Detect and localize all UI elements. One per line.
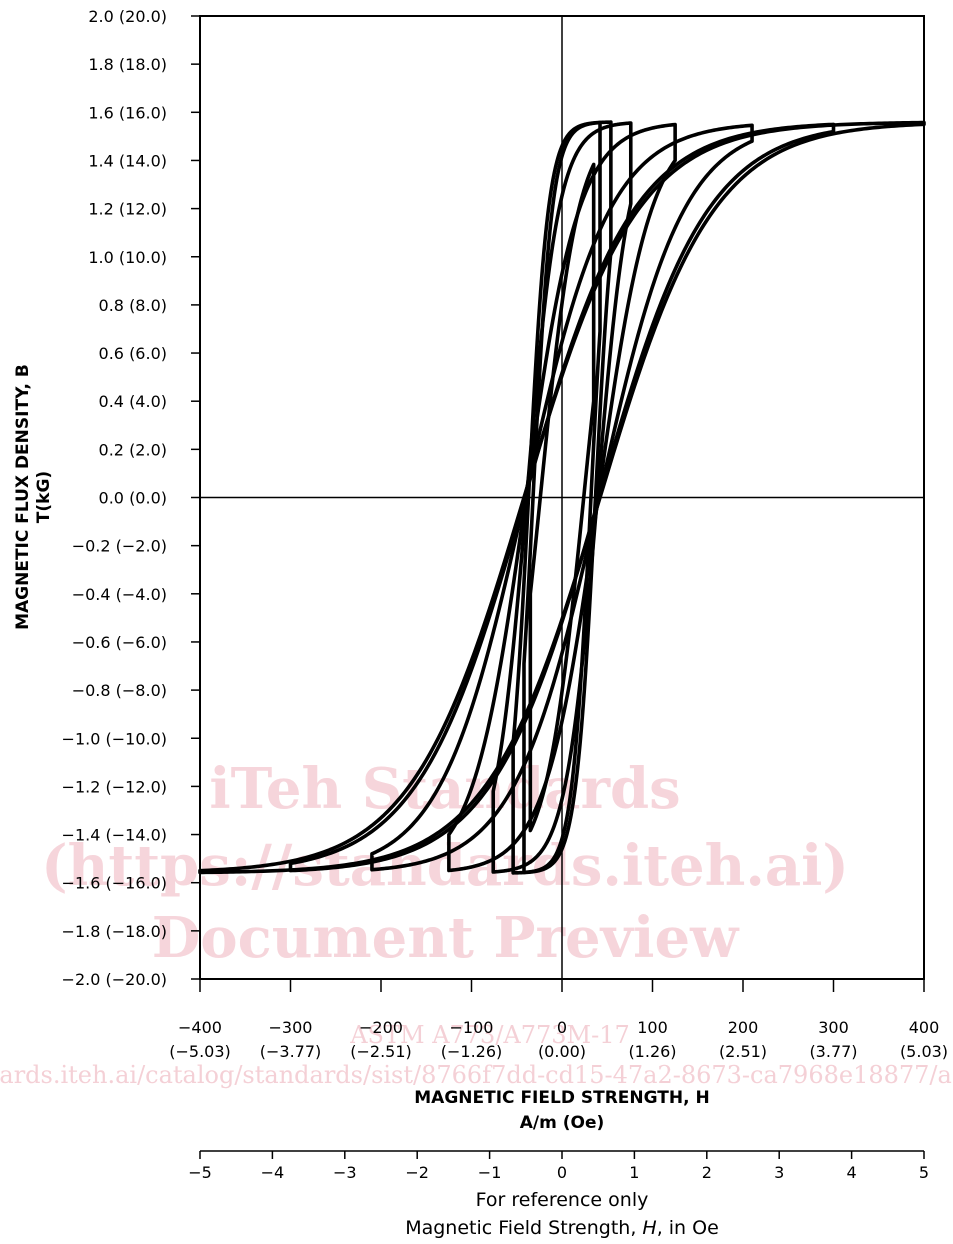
oe-tick-label: −1: [478, 1163, 502, 1182]
oe-tick-label: 5: [919, 1163, 929, 1182]
oe-tick-label: −2: [405, 1163, 429, 1182]
y-tick-label: 1.8 (18.0): [88, 55, 167, 74]
oe-axis-label-2: Magnetic Field Strength, H, in Oe: [405, 1217, 719, 1239]
x-tick-sublabel: (−5.03): [169, 1042, 231, 1061]
y-axis-unit: T(kG): [34, 471, 54, 523]
y-tick-label: −1.8 (−18.0): [62, 922, 167, 941]
y-tick-label: 2.0 (20.0): [88, 7, 167, 26]
y-tick-label: 0.2 (2.0): [99, 440, 167, 459]
x-tick-sublabel: (0.00): [538, 1042, 586, 1061]
x-tick-sublabel: (−1.26): [441, 1042, 503, 1061]
x-tick-sublabel: (3.77): [809, 1042, 857, 1061]
hysteresis-loop-6: [370, 123, 754, 872]
x-tick-label: 0: [557, 1018, 567, 1037]
x-axis-ticks: −400 (−5.03) −300 (−3.77) −200 (−2.51) −100 (−1…: [169, 979, 948, 1061]
reference-oe-axis: −5 −4 −3 −2 −1 0 1 2 3 4 5: [188, 1150, 929, 1182]
hysteresis-loop-5: [447, 122, 677, 873]
y-axis-ticks: 2.0 (20.0) 1.8 (18.0) 1.6 (16.0) 1.4 (14.0)…: [62, 7, 200, 989]
y-tick-label: −1.6 (−16.0): [62, 874, 167, 893]
oe-tick-label: −4: [261, 1163, 285, 1182]
x-tick-label: −100: [450, 1018, 494, 1037]
y-tick-label: 0.4 (4.0): [99, 392, 167, 411]
x-tick-sublabel: (−2.51): [350, 1042, 412, 1061]
x-tick-label: 300: [818, 1018, 849, 1037]
oe-tick-label: 4: [847, 1163, 857, 1182]
x-tick-sublabel: (5.03): [900, 1042, 948, 1061]
hysteresis-loop-4: [491, 121, 633, 874]
x-tick-label: −200: [359, 1018, 403, 1037]
x-tick-sublabel: (−3.77): [260, 1042, 322, 1061]
x-tick-label: −300: [269, 1018, 313, 1037]
x-tick-sublabel: (1.26): [628, 1042, 676, 1061]
x-tick-label: −400: [178, 1018, 222, 1037]
y-tick-label: 0.8 (8.0): [99, 296, 167, 315]
oe-axis-label-2-var: H: [642, 1217, 656, 1239]
y-tick-label: −2.0 (−20.0): [62, 970, 167, 989]
hysteresis-loop-8: [198, 120, 926, 875]
y-tick-label: −0.6 (−6.0): [72, 633, 167, 652]
watermark-line3: Document Preview: [152, 905, 740, 971]
y-tick-label: 1.2 (12.0): [88, 200, 167, 219]
oe-tick-label: 3: [774, 1163, 784, 1182]
y-tick-label: 0.6 (6.0): [99, 344, 167, 363]
y-tick-label: −0.2 (−2.0): [72, 537, 167, 556]
x-axis-unit: A/m (Oe): [520, 1113, 605, 1133]
watermark-astm: ASTM A773/A773M-17: [349, 1021, 630, 1049]
watermark-line2: (https://standards.iteh.ai): [41, 833, 849, 899]
x-tick-label: 200: [728, 1018, 759, 1037]
y-tick-label: −1.4 (−14.0): [62, 826, 167, 845]
x-tick-label: 100: [637, 1018, 668, 1037]
hysteresis-loop-1: [528, 162, 596, 833]
oe-axis-label-2-pre: Magnetic Field Strength,: [405, 1217, 642, 1239]
watermark-url: https://standards.iteh.ai/catalog/standa…: [0, 1061, 953, 1089]
oe-axis-label-2-post: , in Oe: [657, 1217, 719, 1239]
x-tick-sublabel: (2.51): [719, 1042, 767, 1061]
x-axis-title: MAGNETIC FIELD STRENGTH, H: [414, 1088, 709, 1108]
y-tick-label: 1.6 (16.0): [88, 103, 167, 122]
x-tick-label: 400: [909, 1018, 940, 1037]
watermark-line1: iTeh Standards: [209, 756, 680, 822]
hysteresis-loops: [198, 120, 926, 875]
y-tick-label: −1.2 (−12.0): [62, 777, 167, 796]
y-axis-title-text: MAGNETIC FLUX DENSITY, B: [13, 364, 33, 630]
y-tick-label: −0.8 (−8.0): [72, 681, 167, 700]
y-tick-label: 0.0 (0.0): [99, 489, 167, 508]
y-tick-label: 1.4 (14.0): [88, 151, 167, 170]
y-tick-label: −1.0 (−10.0): [62, 729, 167, 748]
hysteresis-loop-3: [511, 120, 613, 875]
oe-tick-label: −5: [188, 1163, 212, 1182]
watermark: iTeh Standards (https://standards.iteh.a…: [0, 756, 953, 1089]
y-tick-label: 1.0 (10.0): [88, 248, 167, 267]
y-tick-label: −0.4 (−4.0): [72, 585, 167, 604]
oe-axis-label-1: For reference only: [476, 1189, 649, 1211]
oe-tick-label: 2: [702, 1163, 712, 1182]
oe-tick-label: 0: [557, 1163, 567, 1182]
oe-tick-label: 1: [629, 1163, 639, 1182]
oe-tick-label: −3: [333, 1163, 357, 1182]
y-axis-title: MAGNETIC FLUX DENSITY, B: [13, 364, 33, 630]
